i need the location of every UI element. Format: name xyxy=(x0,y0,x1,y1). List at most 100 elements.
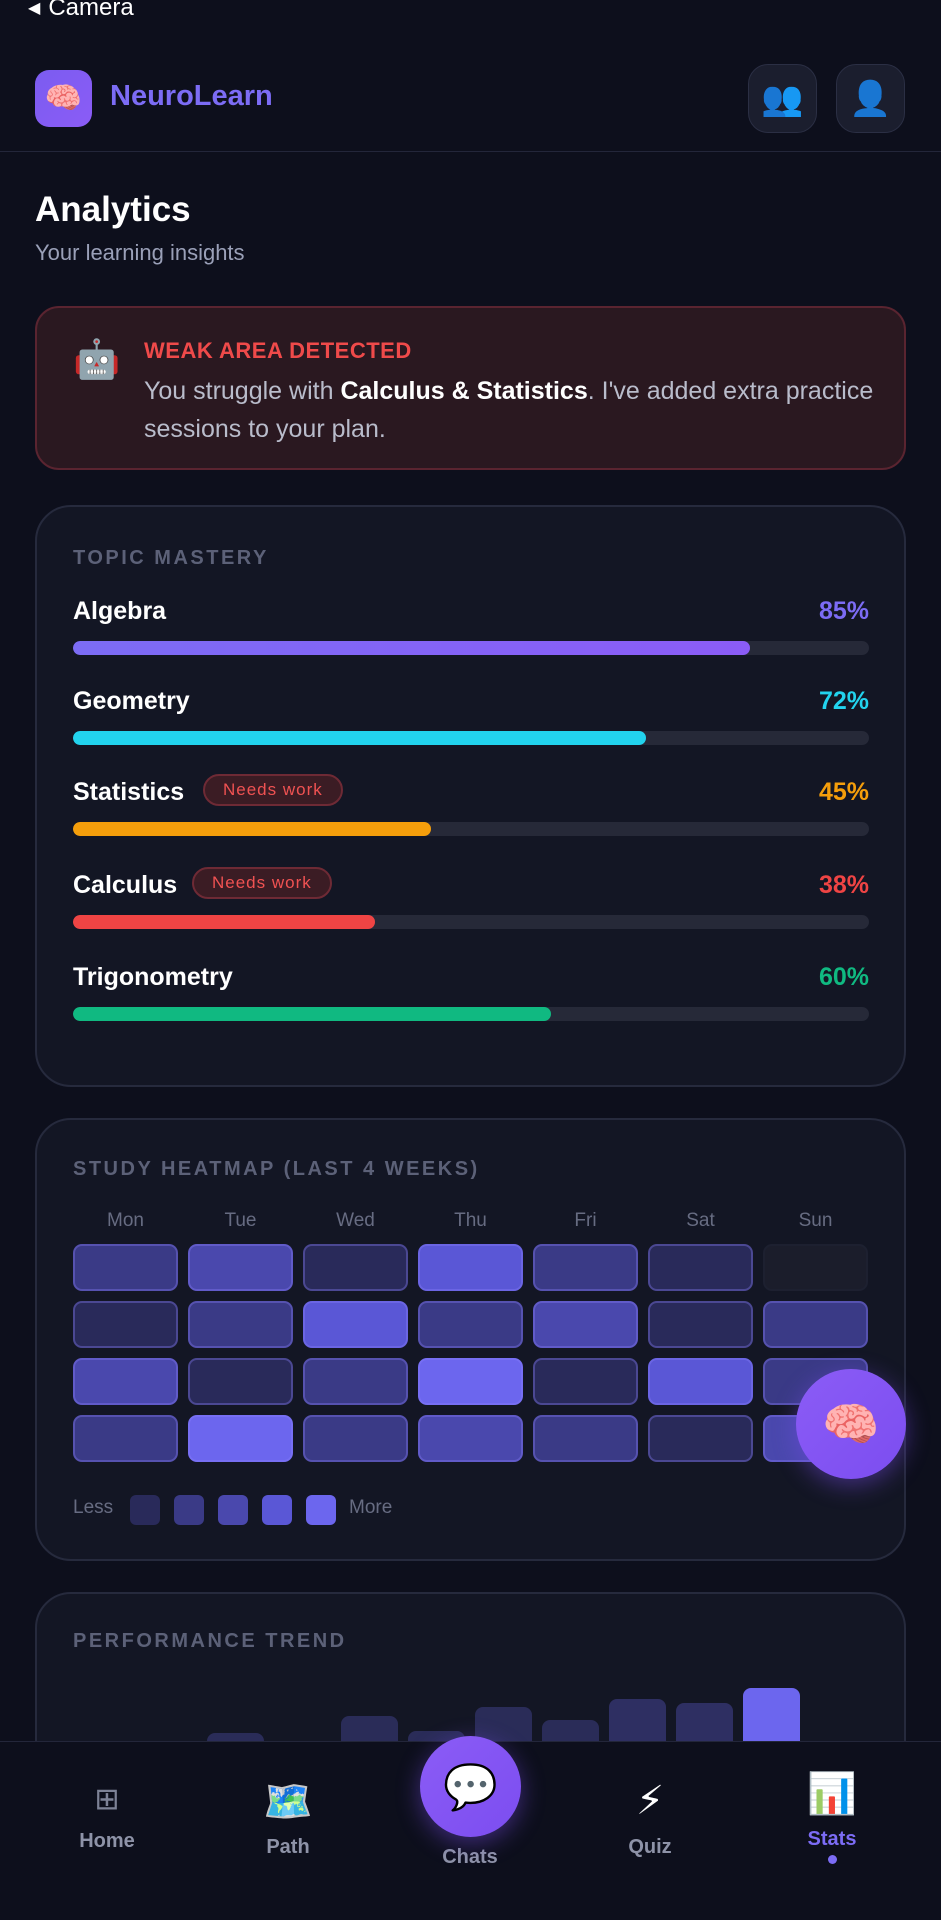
lightning-icon: ⚡ xyxy=(635,1779,665,1823)
app-name: NeuroLearn xyxy=(110,80,273,112)
group-icon: 👥 xyxy=(761,79,804,118)
profile-button[interactable]: 👤 xyxy=(836,64,905,133)
topic-name: Calculus xyxy=(73,871,178,899)
heatmap-cell xyxy=(533,1358,638,1405)
topic-row-statistics: Statistics Needs work 45% xyxy=(73,774,869,848)
heatmap-cell xyxy=(188,1244,293,1291)
day-label: Sat xyxy=(686,1210,715,1231)
progress-track xyxy=(73,915,869,929)
needs-work-badge: Needs work xyxy=(203,774,343,806)
performance-trend-label: PERFORMANCE TREND xyxy=(73,1630,347,1652)
back-arrow-icon: ◀ xyxy=(28,0,41,17)
study-heatmap-card: STUDY HEATMAP (LAST 4 WEEKS) Mon Tue Wed Th… xyxy=(35,1118,906,1561)
progress-track xyxy=(73,1007,869,1021)
topic-percent: 60% xyxy=(818,963,869,991)
needs-work-badge: Needs work xyxy=(192,867,332,899)
topic-row-trigonometry: Trigonometry 60% xyxy=(73,963,869,1033)
heatmap-cell xyxy=(188,1358,293,1405)
active-tab-indicator xyxy=(828,1855,837,1864)
robot-icon: 🤖 xyxy=(73,339,121,381)
progress-track xyxy=(73,641,869,655)
topic-name: Statistics xyxy=(73,778,185,806)
alert-text-before: You struggle with xyxy=(144,377,341,405)
nav-home-label: Home xyxy=(79,1830,135,1852)
day-label: Fri xyxy=(574,1210,597,1231)
day-label: Wed xyxy=(336,1210,375,1231)
speech-bubble-icon: 💬 xyxy=(443,1762,498,1812)
alert-text-bold: Calculus & Statistics xyxy=(340,377,588,405)
ai-assistant-button[interactable]: 🧠 xyxy=(796,1369,906,1479)
legend-swatch xyxy=(306,1495,336,1525)
nav-chats-label: Chats xyxy=(442,1846,498,1868)
topic-row-geometry: Geometry 72% xyxy=(73,687,869,757)
heatmap-cell xyxy=(533,1244,638,1291)
progress-fill xyxy=(73,641,750,655)
heatmap-cell xyxy=(73,1415,178,1462)
topic-name: Algebra xyxy=(73,597,167,625)
brain-logo-icon: 🧠 xyxy=(35,70,92,127)
topic-percent: 85% xyxy=(818,597,869,625)
progress-track xyxy=(73,731,869,745)
legend-swatch xyxy=(218,1495,248,1525)
progress-fill xyxy=(73,915,376,929)
legend-swatch xyxy=(130,1495,160,1525)
heatmap-cell xyxy=(303,1358,408,1405)
heatmap-cell xyxy=(533,1415,638,1462)
legend-more-label: More xyxy=(349,1497,393,1518)
topic-percent: 45% xyxy=(818,778,869,806)
back-to-camera-link[interactable]: ◀ Camera xyxy=(28,0,134,22)
topic-row-algebra: Algebra 85% xyxy=(73,597,869,667)
heatmap-cell xyxy=(73,1244,178,1291)
progress-track xyxy=(73,822,869,836)
heatmap-cell xyxy=(418,1301,523,1348)
heatmap-cell xyxy=(648,1301,753,1348)
heatmap-cell xyxy=(73,1358,178,1405)
back-label: Camera xyxy=(48,0,134,21)
weak-area-alert: 🤖 WEAK AREA DETECTED You struggle with C… xyxy=(35,306,906,470)
heatmap-cell xyxy=(303,1301,408,1348)
heatmap-cell xyxy=(533,1301,638,1348)
nav-stats-label: Stats xyxy=(807,1828,857,1850)
brain-icon: 🧠 xyxy=(822,1397,880,1450)
heatmap-cell xyxy=(418,1244,523,1291)
heatmap-cell xyxy=(648,1244,753,1291)
heatmap-cell xyxy=(763,1301,868,1348)
map-icon: 🗺️ xyxy=(263,1780,313,1824)
topic-name: Trigonometry xyxy=(73,963,233,991)
study-heatmap-label: STUDY HEATMAP (LAST 4 WEEKS) xyxy=(73,1158,480,1180)
alert-text-after: . I've added extra practice sessions to … xyxy=(144,377,874,443)
legend-less-label: Less xyxy=(73,1497,114,1518)
heatmap-cell xyxy=(303,1244,408,1291)
topic-name: Geometry xyxy=(73,687,190,715)
app-header: 🧠 NeuroLearn 👥 👤 xyxy=(0,48,941,152)
progress-fill xyxy=(73,822,432,836)
heatmap-cell xyxy=(188,1301,293,1348)
day-label: Tue xyxy=(224,1210,257,1231)
legend-swatch xyxy=(262,1495,292,1525)
day-label: Mon xyxy=(107,1210,144,1231)
profile-icon: 👤 xyxy=(849,79,892,118)
heatmap-cell xyxy=(418,1358,523,1405)
progress-fill xyxy=(73,731,647,745)
day-label: Thu xyxy=(454,1210,487,1231)
grid-icon: ⊞ xyxy=(94,1783,120,1816)
topic-percent: 72% xyxy=(818,687,869,715)
nav-quiz-label: Quiz xyxy=(628,1836,672,1858)
alert-title: WEAK AREA DETECTED xyxy=(144,338,412,363)
topic-mastery-label: TOPIC MASTERY xyxy=(73,547,269,569)
chats-button[interactable]: 💬 xyxy=(420,1736,521,1837)
topic-row-calculus: Calculus Needs work 38% xyxy=(73,867,869,941)
nav-path-label: Path xyxy=(266,1836,310,1858)
topic-percent: 38% xyxy=(818,871,869,899)
page-title: Analytics xyxy=(35,190,191,229)
bar-chart-icon: 📊 xyxy=(807,1772,857,1816)
heatmap-cell xyxy=(763,1244,868,1291)
heatmap-cell xyxy=(303,1415,408,1462)
day-label: Sun xyxy=(798,1210,833,1231)
heatmap-cell xyxy=(188,1415,293,1462)
page-subtitle: Your learning insights xyxy=(35,240,245,265)
heatmap-cell xyxy=(648,1358,753,1405)
heatmap-cell xyxy=(73,1301,178,1348)
group-button[interactable]: 👥 xyxy=(748,64,817,133)
